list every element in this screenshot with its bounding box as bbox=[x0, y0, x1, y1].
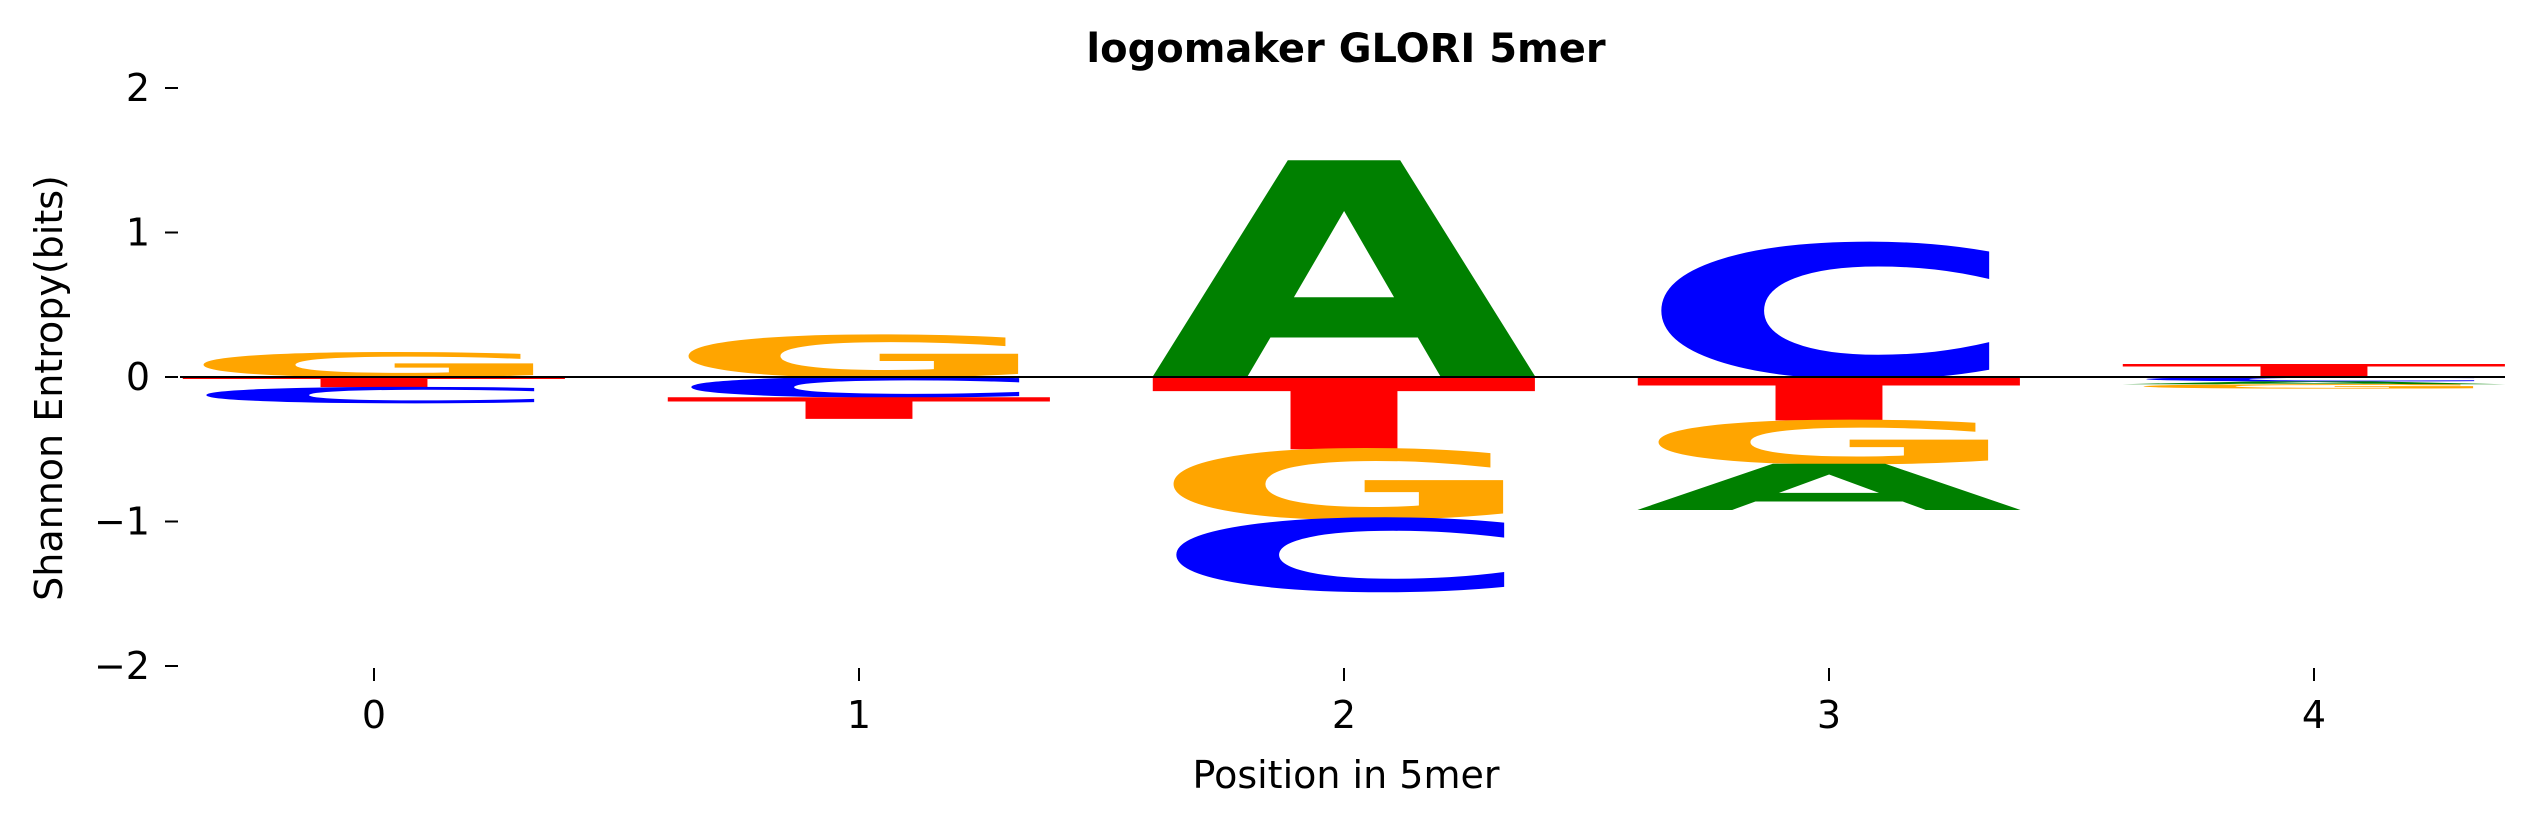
logo-letter-a: A bbox=[2120, 381, 2512, 386]
logo-letter-g: G bbox=[2120, 383, 2508, 390]
logo-letter-c: C bbox=[180, 383, 568, 408]
y-tick-label: −2 bbox=[94, 644, 150, 688]
chart-title: logomaker GLORI 5mer bbox=[1086, 26, 1605, 72]
y-tick-label: −1 bbox=[94, 500, 150, 544]
logo-letter-a: A bbox=[1635, 451, 2027, 525]
x-axis: 0 1 2 3 4 bbox=[362, 668, 2326, 737]
x-tick-label: 4 bbox=[2302, 693, 2326, 737]
logo-letter-g: G bbox=[180, 346, 568, 385]
x-tick-label: 3 bbox=[1817, 693, 1841, 737]
x-tick-label: 1 bbox=[847, 693, 871, 737]
x-axis-label: Position in 5mer bbox=[1193, 753, 1500, 797]
y-tick-label: 1 bbox=[126, 211, 150, 255]
logo-letter-g: G bbox=[1150, 431, 1538, 542]
y-axis-label: Shannon Entropy(bits) bbox=[27, 175, 71, 601]
logo-letter-c: C bbox=[1635, 208, 2023, 420]
logo-letter-a: A bbox=[1150, 101, 1542, 447]
logo-letter-g: G bbox=[1635, 409, 2023, 478]
y-tick-label: 2 bbox=[126, 66, 150, 110]
logo-letter-c: C bbox=[2120, 376, 2508, 383]
logo-letter-t: T bbox=[665, 391, 1056, 426]
y-axis: −2 −1 0 1 2 bbox=[94, 66, 178, 688]
y-tick-label: 0 bbox=[126, 355, 150, 399]
x-tick-label: 0 bbox=[362, 693, 386, 737]
logo-letter-c: C bbox=[1150, 499, 1538, 614]
logo-letter-g: G bbox=[665, 324, 1053, 391]
logo-letter-t: T bbox=[180, 374, 571, 390]
x-tick-label: 2 bbox=[1332, 693, 1356, 737]
